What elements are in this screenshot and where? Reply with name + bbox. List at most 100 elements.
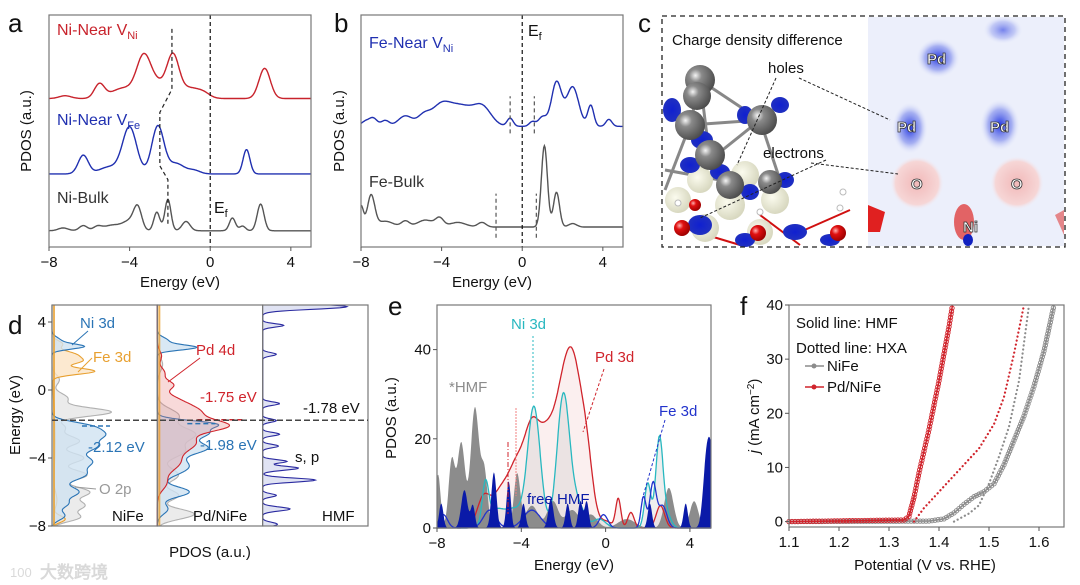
series-marker-pd-nife-hmf (913, 485, 919, 491)
series-marker-pd-nife-hmf (917, 464, 924, 470)
series-line-fe-bulk (360, 143, 623, 228)
series-marker-pd-nife-hmf (804, 518, 810, 524)
panel-f-plot: 1.1 1.2 1.3 1.4 1.5 1.6 0 10 20 30 40 (766, 297, 1065, 551)
fermi-label: Ef (214, 200, 229, 220)
series-marker-pd-nife-hmf (898, 517, 904, 523)
series-marker-nife-hmf (1018, 421, 1024, 427)
series-marker-nife-hmf (1014, 429, 1020, 435)
series-marker-nife-hmf (1038, 357, 1045, 363)
e-annotation-arrows (507, 336, 666, 514)
series-marker-nife-hmf (1033, 377, 1039, 384)
y-tick-label: 0 (423, 520, 431, 537)
series-line-ni-3d (437, 391, 711, 529)
series-marker-nife-hmf (978, 490, 985, 496)
panel-b: b −8 −4 0 4 Fe-Near VNi Fe-Bulk Ef PDOS (a.… (331, 8, 624, 291)
series-marker-pd-nife-hmf (935, 381, 942, 387)
series-fill-ni-3d (437, 392, 711, 528)
series-marker-pd-nife-hmf (813, 518, 819, 524)
series-marker-nife-hmf (1045, 328, 1052, 334)
series-marker-nife-hmf (973, 492, 980, 499)
series-line-pd-nife-hmf (788, 304, 954, 523)
series-marker-pd-nife-hmf (924, 436, 930, 442)
series-marker-pd-nife-hmf (947, 317, 953, 324)
series-marker-pd-nife-hmf (852, 517, 859, 524)
series-marker-pd-nife-hmf (834, 518, 841, 524)
series-line-nife-hmf (788, 304, 1055, 523)
panel-d-plot: −8 −4 0 4 (29, 304, 369, 535)
x-tick-label: −4 (433, 254, 450, 271)
series-marker-nife-hmf (1008, 445, 1014, 452)
electrons-label: electrons (763, 145, 824, 162)
d-annotation-arrows (71, 330, 201, 490)
series-marker-nife-hmf (997, 470, 1003, 476)
series-marker-pd-nife-hmf (911, 491, 918, 497)
y-tick-label: −4 (29, 450, 46, 467)
series-marker-pd-nife-hmf (928, 414, 935, 421)
series-label-ni-bulk: Ni-Bulk (57, 190, 110, 207)
series-marker-pd-nife-hmf (944, 333, 950, 339)
series-marker-nife-hmf (971, 494, 977, 500)
panel-a: a −8 −4 0 4 Ni-Near VNi Ni-Near VFe Ni-Bulk… (8, 8, 312, 291)
x-axis-title: Potential (V vs. RHE) (854, 557, 996, 574)
series-marker-pd-nife-hmf (907, 510, 913, 517)
panel-b-plot: −8 −4 0 4 (352, 14, 624, 271)
hmf-adsorbed-label: *HMF (449, 379, 487, 396)
watermark-text: 大数跨境 (40, 562, 108, 582)
series-marker-pd-nife-hmf (920, 451, 926, 457)
series-marker-pd-nife-hmf (936, 375, 943, 381)
series-marker-nife-hmf (1019, 418, 1025, 425)
pdnife-dband-center-label: -1.98 eV (200, 437, 257, 454)
molecular-structure (663, 65, 851, 247)
series-marker-pd-nife-hmf (883, 517, 889, 523)
x-tick-label: 4 (599, 254, 607, 271)
legend-label: Pd/NiFe (827, 379, 881, 396)
series-fill-nife-ni-3d (52, 305, 106, 526)
series-marker-nife-hmf (935, 517, 941, 523)
legend-label: NiFe (827, 358, 859, 375)
series-marker-nife-hmf (999, 464, 1006, 471)
series-marker-pd-nife-hmf (933, 390, 940, 396)
x-tick-label: 1.5 (979, 534, 1000, 551)
series-fill-pd-nife-pd-4d (157, 305, 230, 526)
x-tick-label: 1.3 (879, 534, 900, 551)
atom-label-pd: Pd (927, 51, 946, 68)
x-axis-title: Energy (eV) (452, 274, 532, 291)
panel-d: d −8−404 Ni 3d Fe 3d O 2p -2.12 eV NiFe … (7, 304, 369, 561)
series-marker-pd-nife-hmf (840, 518, 847, 524)
series-marker-pd-nife-hmf (939, 360, 945, 366)
series-marker-nife-hmf (1030, 386, 1036, 392)
series-marker-nife-hmf (932, 517, 938, 523)
series-marker-pd-nife-hmf (837, 518, 844, 524)
series-marker-pd-nife-hmf (895, 517, 901, 523)
series-marker-nife-hmf (1012, 435, 1018, 441)
series-marker-pd-nife-hmf (843, 518, 850, 524)
series-marker-nife-hmf (1041, 348, 1047, 354)
series-marker-nife-hmf (1026, 398, 1032, 404)
y-axis-title: j (mA cm−2) (746, 379, 763, 456)
series-marker-nife-hmf (1025, 401, 1031, 407)
atom-label-o: O (911, 176, 923, 193)
series-marker-pd-nife-hmf (949, 305, 955, 311)
series-marker-pd-nife-hmf (911, 494, 917, 500)
series-marker-nife-hmf (1004, 453, 1010, 460)
subpanel-label-hmf: HMF (322, 508, 355, 525)
series-label-ni-near-vfe: Ni-Near VFe (57, 112, 140, 132)
series-marker-pd-nife-hmf (874, 517, 880, 523)
series-marker-pd-nife-hmf (909, 499, 916, 506)
atom-label-pd: Pd (897, 119, 916, 136)
series-marker-nife-hmf (1011, 437, 1017, 444)
series-marker-pd-nife-hmf (938, 366, 944, 372)
series-label-fe-near-vni: Fe-Near VNi (369, 35, 453, 55)
series-marker-pd-nife-hmf (846, 518, 853, 524)
legend-item-pdnife: Pd/NiFe (805, 379, 881, 396)
series-marker-pd-nife-hmf (798, 518, 804, 525)
panel-c-title: Charge density difference (672, 32, 843, 49)
series-marker-pd-nife-hmf (935, 384, 941, 390)
series-marker-nife-hmf (995, 472, 1001, 479)
panel-d-letter: d (8, 310, 22, 340)
panel-f: f 1.1 1.2 1.3 1.4 1.5 1.6 0 10 20 30 40 Solid line… (740, 291, 1065, 574)
subpanel-frame-hmf (262, 304, 369, 527)
series-marker-nife-hmf (1033, 374, 1040, 381)
